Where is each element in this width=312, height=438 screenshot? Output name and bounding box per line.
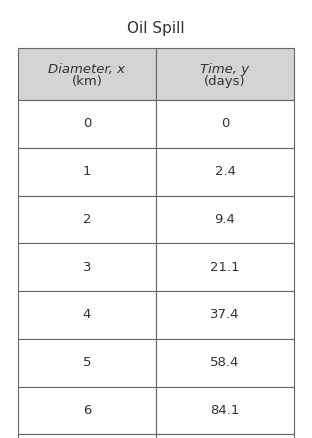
Bar [156,148,294,195]
Bar [156,339,294,386]
Text: 37.4: 37.4 [210,308,240,321]
Text: 21.1: 21.1 [210,261,240,274]
Bar [156,434,294,438]
Bar [156,48,294,100]
Bar [156,386,294,434]
Bar [18,339,156,386]
Bar [18,148,156,195]
Text: Time, y: Time, y [200,63,250,75]
Bar [156,195,294,243]
Bar [18,243,156,291]
Text: 1: 1 [83,165,91,178]
Bar [18,291,156,339]
Text: 2.4: 2.4 [215,165,236,178]
Bar [18,434,156,438]
Text: 84.1: 84.1 [210,404,240,417]
Text: 3: 3 [83,261,91,274]
Bar [18,386,156,434]
Bar [156,291,294,339]
Bar [156,100,294,148]
Text: 4: 4 [83,308,91,321]
Text: (km): (km) [71,74,102,88]
Text: 9.4: 9.4 [215,213,236,226]
Text: Oil Spill: Oil Spill [127,21,185,35]
Text: 6: 6 [83,404,91,417]
Text: (days): (days) [204,74,246,88]
Bar [156,243,294,291]
Text: 0: 0 [83,117,91,131]
Bar [18,195,156,243]
Bar [18,100,156,148]
Text: 5: 5 [83,356,91,369]
Text: 58.4: 58.4 [210,356,240,369]
Text: 2: 2 [83,213,91,226]
Text: Diameter, x: Diameter, x [48,63,125,75]
Bar [18,48,156,100]
Text: 0: 0 [221,117,229,131]
